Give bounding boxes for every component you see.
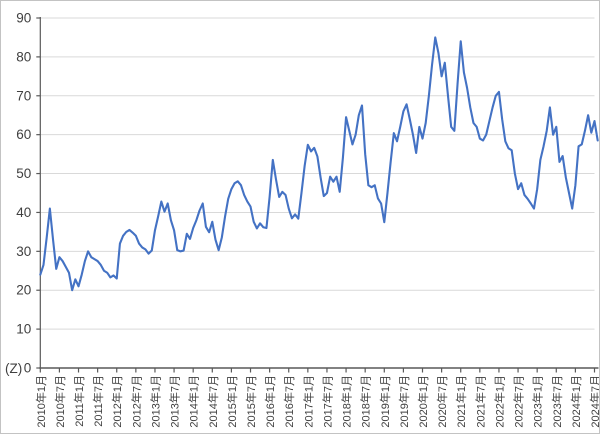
- x-axis-label: 2013年1月: [148, 375, 162, 428]
- x-axis-label: 2014年1月: [187, 375, 201, 428]
- y-axis-label: 10: [16, 322, 31, 337]
- x-axis-label: 2023年7月: [550, 375, 564, 428]
- x-axis-label: 2016年1月: [263, 375, 277, 428]
- x-axis-label: 2022年1月: [492, 375, 506, 428]
- x-axis-label: 2020年1月: [416, 375, 430, 428]
- x-axis-label: 2015年7月: [244, 375, 258, 428]
- x-axis-label: 2010年1月: [34, 375, 48, 428]
- x-axis-label: 2019年1月: [378, 375, 392, 428]
- x-axis-label: 2024年7月: [588, 375, 600, 428]
- y-axis-label: 70: [16, 88, 31, 103]
- x-axis-label: 2018年1月: [340, 375, 354, 428]
- x-axis-label: 2017年7月: [320, 375, 334, 428]
- x-axis-label: 2020年7月: [435, 375, 449, 428]
- y-axis-label: 60: [16, 127, 31, 142]
- x-axis-label: 2012年1月: [110, 375, 124, 428]
- x-axis-label: 2012年7月: [129, 375, 143, 428]
- x-axis-label: 2018年7月: [359, 375, 373, 428]
- x-axis-label: 2013年7月: [168, 375, 182, 428]
- x-axis-label: 2016年7月: [282, 375, 296, 428]
- x-axis-label: 2023年1月: [531, 375, 545, 428]
- y-axis-unit-label: (Z): [5, 361, 22, 376]
- x-axis-label: 2024年1月: [569, 375, 583, 428]
- y-axis-label: 30: [16, 244, 31, 259]
- x-axis-label: 2010年7月: [53, 375, 67, 428]
- x-axis-label: 2022年7月: [512, 375, 526, 428]
- y-axis-label: 0: [24, 361, 32, 376]
- x-axis-label: 2017年1月: [301, 375, 315, 428]
- data-series-line: [39, 36, 599, 292]
- x-axis-label: 2015年1月: [225, 375, 239, 428]
- x-axis-label: 2011年1月: [72, 375, 86, 427]
- y-axis-label: 50: [16, 166, 31, 181]
- x-axis-label: 2021年7月: [473, 375, 487, 428]
- x-axis-label: 2021年1月: [454, 375, 468, 428]
- y-axis-label: 20: [16, 283, 31, 298]
- x-axis-label: 2019年7月: [397, 375, 411, 428]
- y-axis-label: 80: [16, 49, 31, 64]
- y-axis-label: 40: [16, 205, 31, 220]
- y-axis-label: 90: [16, 11, 31, 26]
- x-axis-label: 2011年7月: [91, 375, 105, 427]
- x-axis-label: 2014年7月: [206, 375, 220, 428]
